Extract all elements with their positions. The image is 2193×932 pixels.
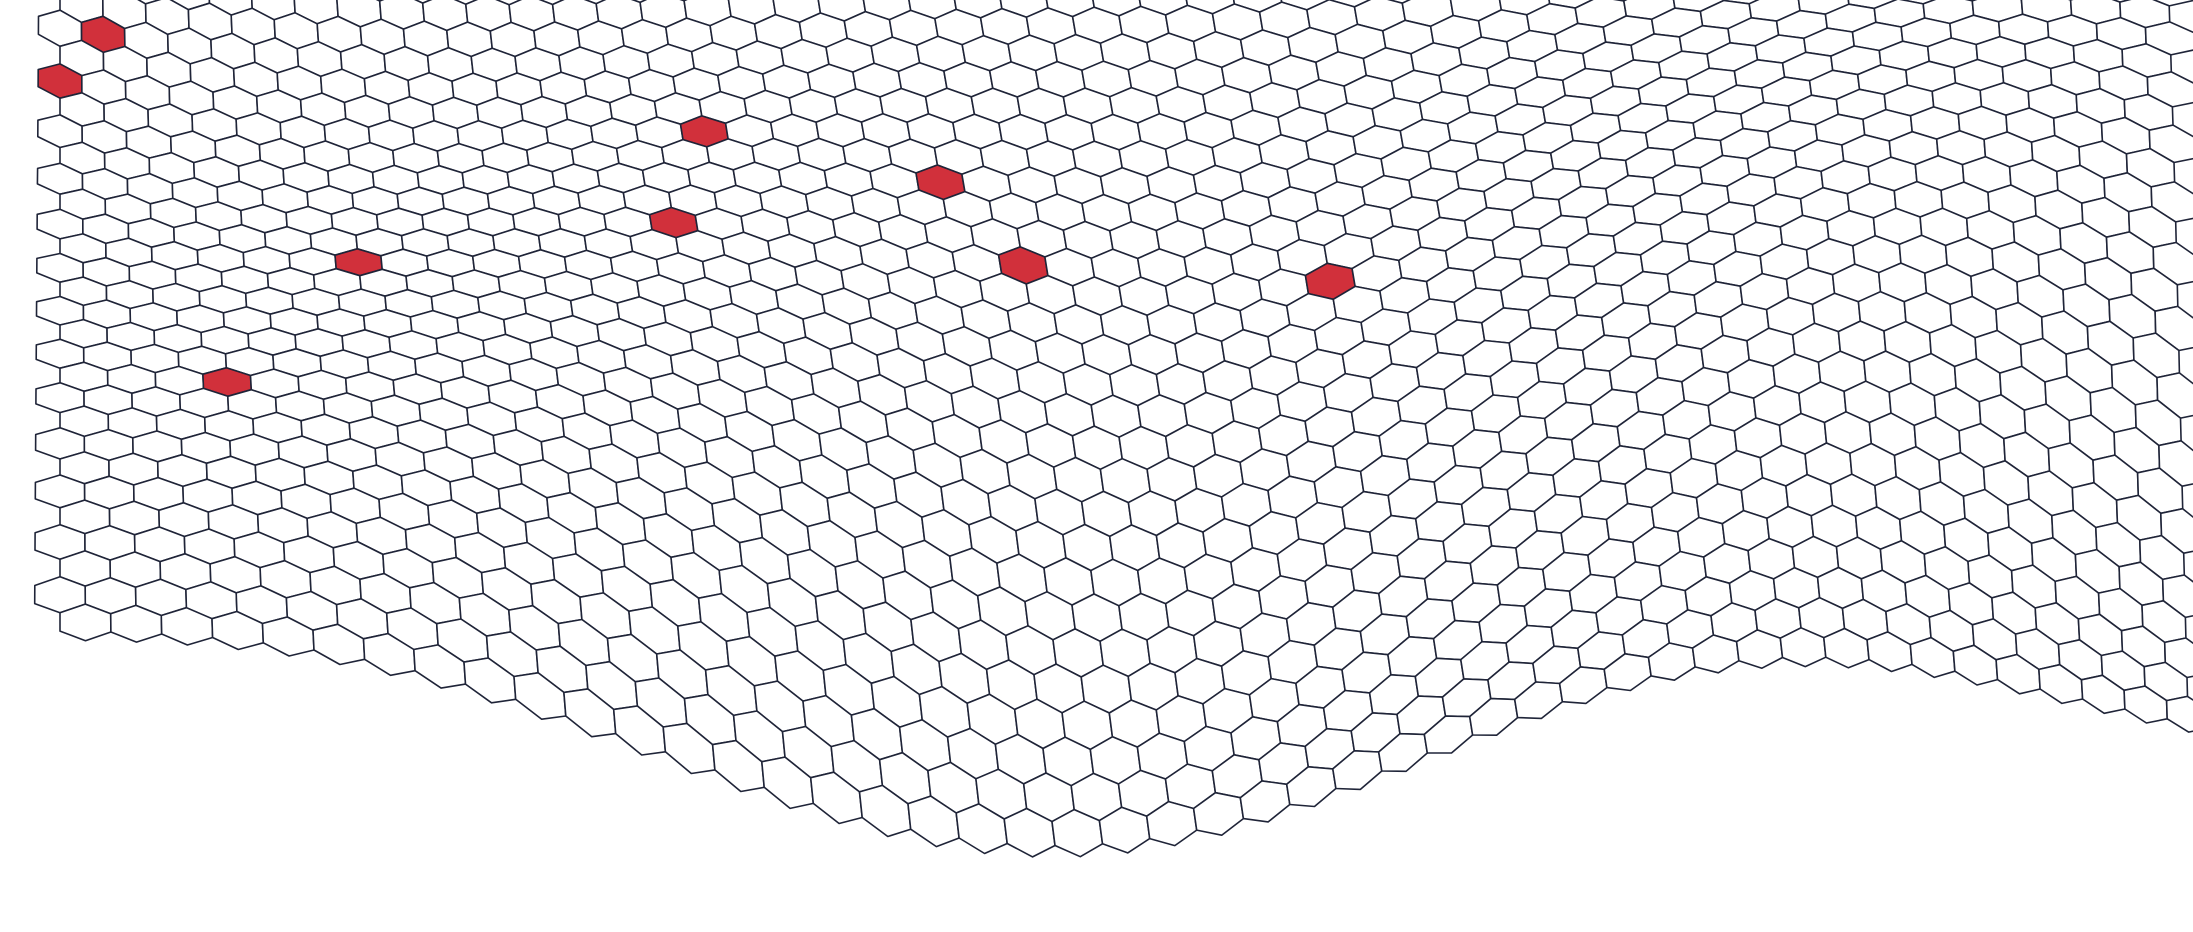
hexagon-cell <box>2165 695 2193 733</box>
